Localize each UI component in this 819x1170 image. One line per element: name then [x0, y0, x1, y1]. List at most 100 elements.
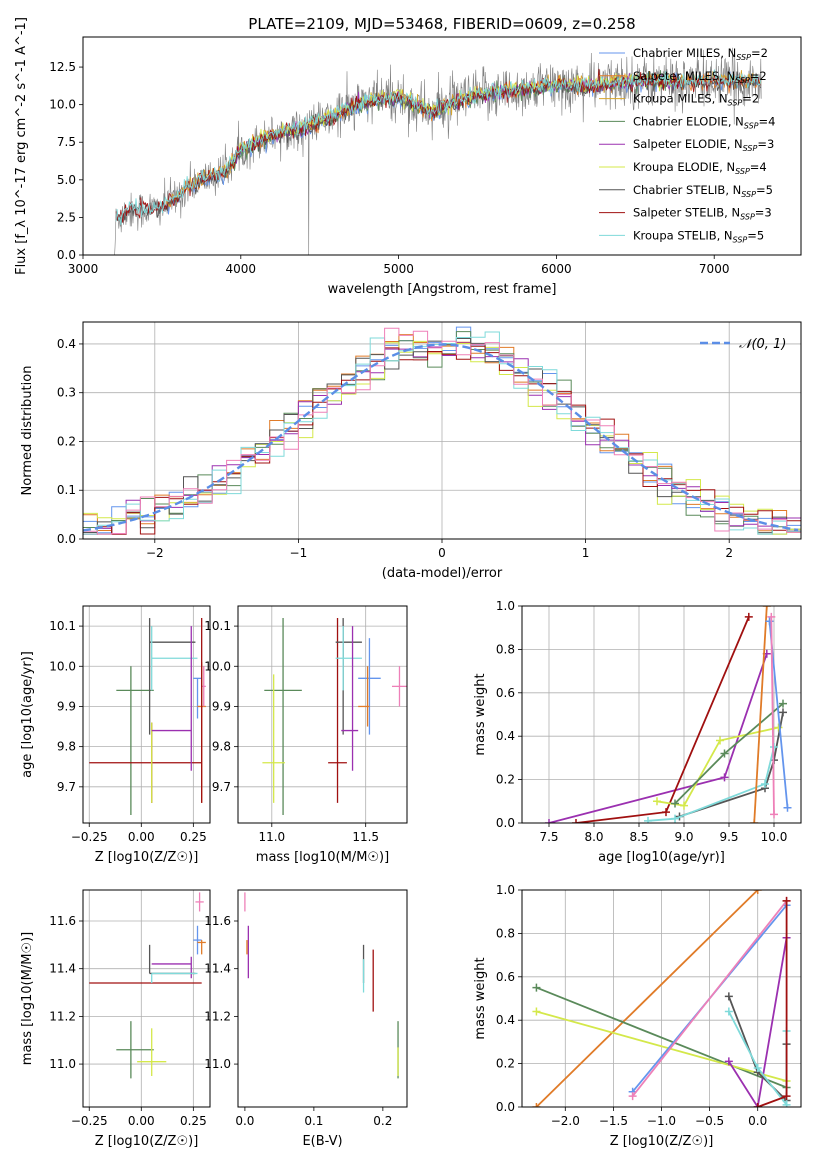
x-tick-label: 6000 — [541, 262, 572, 276]
series-line-salpeter_miles — [535, 890, 759, 1107]
series-marker-kroupa_stelib — [782, 1100, 791, 1107]
x-tick-label: 11.5 — [352, 830, 379, 844]
series-marker-chabrier_miles — [783, 803, 792, 812]
x-tick-label: 0.25 — [180, 1114, 207, 1128]
y-tick-label: 11.0 — [204, 1057, 231, 1071]
y-tick-label: 0.0 — [57, 532, 76, 546]
series-marker-salpeter_stelib — [782, 896, 791, 905]
model-spectrum-kroupa_stelib — [115, 68, 762, 225]
plot-area — [244, 892, 399, 1079]
y-axis-label: mass [log10(M/M☉)] — [20, 932, 35, 1065]
y-tick-label: 11.4 — [204, 962, 231, 976]
axes-frame — [82, 889, 211, 1108]
legend-label: Kroupa ELODIE, NSSP=4 — [633, 160, 767, 176]
legend-label: Kroupa STELIB, NSSP=5 — [633, 228, 764, 244]
y-tick-label: 0.4 — [496, 1013, 515, 1027]
y-axis-label: mass weight — [473, 673, 488, 755]
plot-area — [545, 606, 792, 823]
y-tick-label: 0.4 — [57, 337, 76, 351]
series-marker-kroupa_elodie — [774, 723, 783, 732]
series-line-chabrier_elodie — [536, 986, 787, 1089]
series-marker-salpeter_stelib — [572, 819, 580, 823]
legend-label: Salpeter STELIB, NSSP=3 — [633, 206, 772, 222]
y-tick-label: 0.0 — [57, 248, 76, 262]
legend: Chabrier MILES, NSSP=2 Salpeter MILES, NS… — [599, 46, 775, 244]
series-marker-salpeter_miles — [762, 606, 771, 610]
series-line-kroupa_elodie — [656, 726, 779, 807]
axes-spectrum: 3000 4000 5000 6000 7000 0.0 2.5 5.0 7.5 10.0 12.5… — [14, 17, 802, 297]
axes-age_vs_mass: 11.0 11.5 9.7 9.8 9.9 10.0 10.1 mass [log10(M/M… — [204, 605, 408, 865]
axes-frame — [521, 605, 802, 824]
x-axis-label: age [log10(age/yr)] — [598, 850, 725, 865]
x-tick-label: −2.0 — [551, 1114, 580, 1128]
plot-area — [83, 326, 801, 535]
y-tick-label: 0.0 — [496, 1100, 515, 1114]
axes-weight_vs_Z: −2.0 −1.5 −1.0 −0.5 0.0 0.0 0.2 0.4 0.6 0.8 1.0 Z [… — [473, 883, 802, 1149]
legend: 𝒩(0, 1) — [700, 337, 786, 352]
legend-label: Salpeter MILES, NSSP=2 — [633, 69, 767, 85]
y-axis-label: Flux [f_λ 10^-17 erg cm^-2 s^-1 A^-1] — [14, 17, 29, 275]
plot-area — [89, 892, 206, 1079]
x-tick-label: 8.0 — [584, 830, 603, 844]
x-axis-label: E(B-V) — [302, 1134, 342, 1149]
x-tick-label: 9.0 — [674, 830, 693, 844]
y-axis-label: age [log10(age/yr)] — [20, 651, 35, 778]
series-marker-chabrier_elodie — [779, 699, 787, 708]
x-tick-label: 7.5 — [539, 830, 558, 844]
x-tick-label: 3000 — [68, 262, 99, 276]
x-axis-label: (data-model)/error — [382, 566, 503, 581]
legend-label: Chabrier STELIB, NSSP=5 — [633, 183, 773, 199]
series-line-salpeter_miles — [753, 606, 768, 823]
y-tick-label: 5.0 — [57, 173, 76, 187]
y-tick-label: 11.6 — [204, 914, 231, 928]
x-tick-label: 0.0 — [235, 1114, 254, 1128]
y-tick-label: 11.0 — [49, 1057, 76, 1071]
axes-residuals: −2 −1 0 1 2 0.0 0.1 0.2 0.3 0.4 (data-model)/error… — [20, 321, 802, 581]
series-marker-salpeter_stelib — [662, 808, 670, 817]
y-tick-label: 10.0 — [49, 98, 76, 112]
x-tick-label: −1.0 — [647, 1114, 676, 1128]
x-axis-label: wavelength [Angstrom, rest frame] — [328, 282, 557, 297]
x-tick-label: −1.5 — [599, 1114, 628, 1128]
x-tick-label: 0 — [438, 546, 446, 560]
x-tick-label: 0.2 — [373, 1114, 392, 1128]
series-marker-kroupa_elodie — [680, 801, 688, 810]
axes-age_vs_Z: −0.25 0.00 0.25 9.7 9.8 9.9 10.0 10.1 Z [log10(Z… — [20, 605, 211, 865]
y-tick-label: 0.0 — [496, 816, 515, 830]
y-tick-label: 11.4 — [49, 962, 76, 976]
axes-frame — [237, 605, 408, 824]
series-line-pink — [770, 616, 775, 815]
x-tick-label: −0.25 — [71, 830, 108, 844]
series-marker-chabrier_elodie — [671, 799, 679, 808]
y-tick-label: 0.2 — [496, 773, 515, 787]
series-marker-salpeter_miles — [750, 819, 759, 823]
y-tick-label: 2.5 — [57, 210, 76, 224]
model-spectrum-chabrier_stelib — [115, 71, 762, 223]
histogram-kroupa_elodie — [83, 340, 801, 535]
series-line-salpeter_elodie — [728, 937, 788, 1107]
legend-label: 𝒩(0, 1) — [739, 337, 786, 352]
series-marker-salpeter_miles — [753, 890, 762, 894]
series-line-pink — [631, 900, 788, 1097]
y-tick-label: 0.6 — [496, 970, 515, 984]
series-marker-kroupa_stelib — [644, 816, 652, 823]
y-tick-label: 0.8 — [496, 642, 515, 656]
histogram-salpeter_stelib — [83, 345, 801, 535]
axes-weight_vs_age: 7.5 8.0 8.5 9.0 9.5 10.0 0.0 0.2 0.4 0.6 0.8 1.0 age… — [473, 599, 802, 865]
x-tick-label: 8.5 — [629, 830, 648, 844]
y-tick-label: 11.2 — [204, 1009, 231, 1023]
series-marker-salpeter_miles — [532, 1103, 541, 1107]
y-tick-label: 12.5 — [49, 60, 76, 74]
y-tick-label: 9.7 — [57, 780, 76, 794]
y-tick-label: 9.7 — [212, 780, 231, 794]
x-tick-label: 11.0 — [258, 830, 285, 844]
y-tick-label: 0.3 — [57, 386, 76, 400]
series-marker-salpeter_stelib — [744, 612, 753, 621]
x-tick-label: 10.0 — [761, 830, 788, 844]
series-marker-kroupa_stelib — [753, 1063, 762, 1072]
y-tick-label: 1.0 — [496, 599, 515, 613]
x-axis-label: Z [log10(Z/Z☉)] — [95, 1134, 199, 1149]
x-tick-label: 9.5 — [719, 830, 738, 844]
axes-frame — [82, 36, 802, 256]
